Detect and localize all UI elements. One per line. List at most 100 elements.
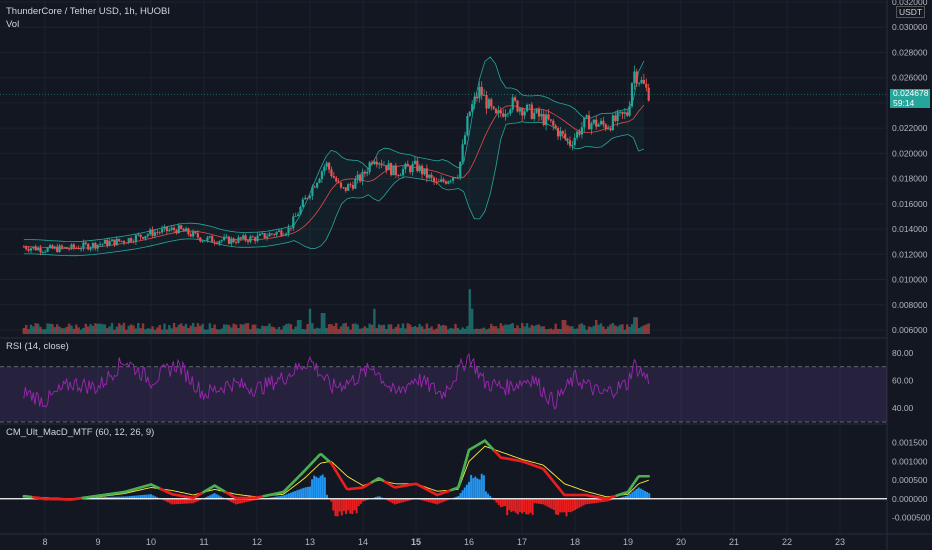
macd-histogram-bar	[552, 498, 555, 510]
macd-histogram-bar	[251, 498, 254, 501]
macd-histogram-bar	[548, 498, 551, 508]
volume-bar	[635, 317, 638, 334]
macd-histogram-bar	[336, 498, 339, 517]
candle-body	[275, 231, 278, 235]
macd-histogram-bar	[196, 498, 199, 502]
volume-bar	[449, 327, 452, 334]
macd-histogram-bar	[364, 498, 367, 501]
rsi-pane[interactable]	[0, 353, 887, 423]
candle-body	[289, 227, 293, 229]
macd-histogram-bar	[442, 498, 445, 502]
candle-body	[46, 247, 49, 252]
symbol-title[interactable]: ThunderCore / Tether USD, 1h, HUOBI	[6, 6, 171, 17]
candle-body	[251, 236, 254, 238]
volume-bar	[351, 323, 355, 334]
candle-body	[485, 95, 488, 109]
macd-histogram-bar	[283, 494, 286, 499]
volume-label[interactable]: Vol	[6, 19, 20, 30]
rsi-title[interactable]: RSI (14, close)	[6, 341, 69, 352]
candle-body	[397, 175, 400, 176]
macd-histogram-bar	[529, 498, 532, 513]
macd-histogram-bar	[514, 498, 517, 513]
volume-bar	[342, 323, 345, 334]
candle-body	[211, 236, 214, 242]
candle-body	[53, 246, 56, 249]
time-axis[interactable]: 8 9 10 11 12 13 14 15 16 17 18 19 20 21 22 23	[42, 537, 845, 547]
macd-histogram-bar	[438, 498, 441, 504]
candle-body	[368, 162, 371, 172]
candle-body	[549, 119, 552, 121]
macd-histogram-bar	[351, 498, 354, 515]
candle-body	[270, 233, 273, 235]
volume-bar	[141, 323, 145, 334]
candle-body	[68, 248, 71, 250]
volume-bar	[263, 326, 266, 334]
candle-body	[213, 241, 216, 243]
macd-title[interactable]: CM_Ult_MacD_MTF (60, 12, 26, 9)	[6, 427, 155, 438]
macd-histogram-bar	[540, 498, 543, 505]
macd-histogram-bar	[465, 484, 468, 499]
volume-bar	[554, 323, 557, 334]
volume-bar	[406, 323, 409, 334]
volume-bar	[268, 323, 271, 334]
volume-bar	[258, 328, 262, 334]
candle-body	[294, 216, 297, 217]
candle-body	[630, 83, 634, 107]
macd-histogram-bar	[300, 488, 303, 499]
volume-bar	[337, 329, 340, 334]
candle-body	[223, 236, 226, 241]
macd-histogram-bar	[99, 497, 102, 499]
candle-body	[592, 119, 595, 124]
volume-bar	[120, 325, 123, 334]
volume-bar	[473, 329, 476, 334]
macd-histogram-bar	[154, 496, 157, 499]
volume-bar	[230, 327, 233, 334]
volume-bar	[46, 323, 49, 334]
candle-body	[440, 179, 443, 182]
macd-histogram-bar	[557, 498, 560, 515]
volume-bar	[547, 329, 550, 334]
macd-histogram-bar	[497, 498, 500, 505]
macd-histogram-bar	[444, 498, 447, 501]
macd-histogram-bar	[527, 498, 530, 515]
volume-bar	[318, 328, 321, 334]
volume-bar	[275, 329, 278, 334]
macd-histogram-bar	[599, 498, 602, 503]
volume-bar	[227, 324, 231, 334]
candle-body	[437, 181, 440, 183]
volume-bar	[304, 329, 307, 334]
candle-body	[339, 182, 343, 188]
volume-bar	[375, 328, 378, 334]
macd-histogram-bar	[487, 493, 490, 499]
volume-bar	[387, 324, 390, 334]
macd-histogram-bar	[601, 498, 604, 503]
volume-bar	[273, 327, 276, 334]
volume-bar	[528, 327, 531, 334]
candle-body	[597, 124, 600, 127]
macd-histogram-bar	[152, 495, 155, 499]
candle-body	[409, 166, 412, 173]
volume-bar	[196, 323, 200, 334]
macd-histogram-bar	[353, 498, 356, 511]
time-label-8: 8	[42, 537, 47, 547]
volume-bar	[611, 323, 615, 334]
candle-body	[282, 234, 285, 236]
macd-histogram-bar	[584, 498, 587, 505]
price-pane[interactable]	[0, 56, 887, 334]
volume-bar	[563, 320, 567, 334]
macd-histogram-bar	[637, 487, 640, 499]
candle-body	[523, 111, 526, 116]
volume-bar	[53, 327, 57, 334]
volume-bar	[48, 323, 52, 334]
volume-bar	[60, 328, 64, 334]
candle-body	[192, 231, 195, 237]
volume-bar	[144, 329, 147, 334]
volume-bar	[401, 323, 405, 334]
macd-pane[interactable]	[0, 439, 887, 517]
candle-body	[547, 114, 550, 120]
macd-histogram-bar	[436, 498, 439, 505]
price-tick: 0.014000	[892, 224, 928, 234]
macd-histogram-bar	[550, 498, 553, 509]
macd-histogram-bar	[338, 498, 341, 512]
